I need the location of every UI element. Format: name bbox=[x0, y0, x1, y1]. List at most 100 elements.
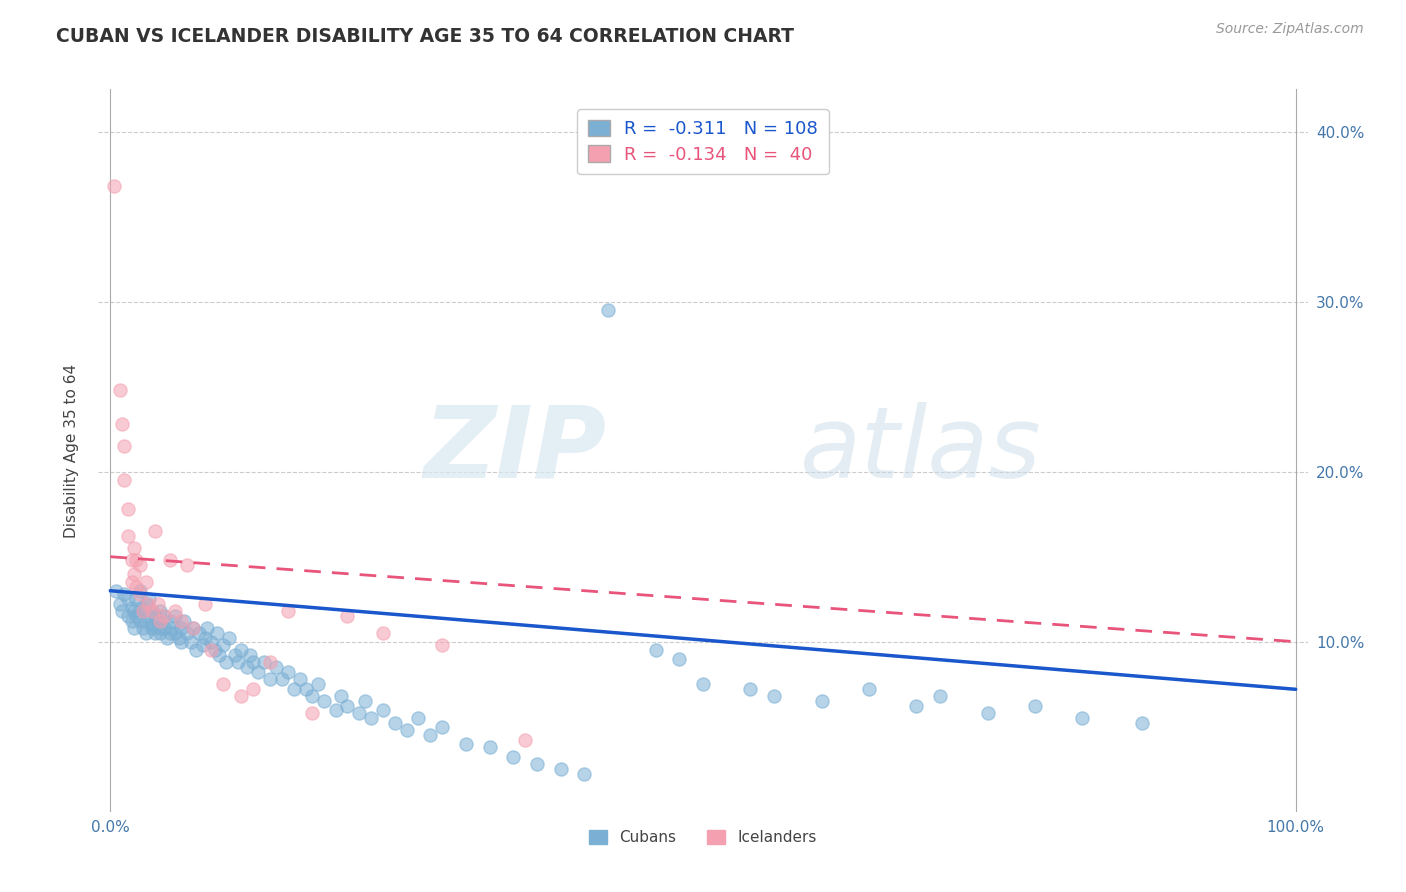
Point bbox=[141, 621, 163, 635]
Point bbox=[191, 638, 214, 652]
Point bbox=[235, 660, 257, 674]
Point bbox=[502, 750, 524, 764]
Point bbox=[141, 617, 163, 632]
Point bbox=[360, 711, 382, 725]
Point bbox=[152, 621, 174, 635]
Point bbox=[295, 682, 318, 697]
Point bbox=[301, 706, 323, 720]
Point bbox=[170, 615, 193, 629]
Point bbox=[229, 689, 252, 703]
Point bbox=[905, 699, 928, 714]
Point bbox=[122, 541, 145, 556]
Point bbox=[105, 583, 128, 598]
Point bbox=[129, 583, 152, 598]
Point bbox=[810, 694, 832, 708]
Point bbox=[143, 609, 166, 624]
Point bbox=[325, 703, 347, 717]
Point bbox=[114, 473, 136, 487]
Point bbox=[135, 597, 157, 611]
Point bbox=[301, 689, 323, 703]
Point bbox=[122, 604, 145, 618]
Point bbox=[371, 626, 394, 640]
Point bbox=[159, 553, 181, 567]
Point bbox=[136, 609, 159, 624]
Point bbox=[146, 621, 169, 635]
Point bbox=[307, 677, 329, 691]
Point bbox=[371, 703, 394, 717]
Point bbox=[197, 621, 219, 635]
Point bbox=[132, 604, 155, 618]
Point bbox=[644, 643, 666, 657]
Point bbox=[384, 716, 406, 731]
Point bbox=[141, 604, 163, 618]
Point bbox=[242, 682, 264, 697]
Point bbox=[149, 615, 172, 629]
Point bbox=[125, 553, 148, 567]
Point bbox=[929, 689, 952, 703]
Point bbox=[212, 677, 235, 691]
Point bbox=[259, 655, 281, 669]
Point bbox=[226, 655, 249, 669]
Point bbox=[515, 733, 537, 747]
Point bbox=[108, 383, 131, 397]
Point bbox=[121, 553, 143, 567]
Point bbox=[129, 615, 152, 629]
Point bbox=[271, 672, 294, 686]
Point bbox=[117, 609, 139, 624]
Text: Source: ZipAtlas.com: Source: ZipAtlas.com bbox=[1216, 22, 1364, 37]
Point bbox=[149, 626, 172, 640]
Point bbox=[121, 600, 143, 615]
Point bbox=[181, 621, 204, 635]
Point bbox=[159, 626, 181, 640]
Point bbox=[200, 634, 222, 648]
Point bbox=[395, 723, 418, 738]
Point bbox=[111, 417, 134, 431]
Point bbox=[103, 179, 125, 194]
Point bbox=[135, 615, 157, 629]
Point bbox=[159, 615, 181, 629]
Point bbox=[149, 604, 172, 618]
Point bbox=[1024, 699, 1046, 714]
Point bbox=[129, 587, 152, 601]
Point bbox=[165, 609, 187, 624]
Text: CUBAN VS ICELANDER DISABILITY AGE 35 TO 64 CORRELATION CHART: CUBAN VS ICELANDER DISABILITY AGE 35 TO … bbox=[56, 27, 794, 45]
Point bbox=[129, 600, 152, 615]
Point bbox=[432, 638, 454, 652]
Point bbox=[408, 711, 430, 725]
Point bbox=[212, 638, 235, 652]
Point bbox=[598, 303, 620, 318]
Point bbox=[176, 558, 198, 573]
Point bbox=[330, 689, 353, 703]
Point bbox=[152, 609, 174, 624]
Point bbox=[288, 672, 311, 686]
Point bbox=[135, 575, 157, 590]
Point bbox=[160, 621, 183, 635]
Point bbox=[526, 757, 548, 772]
Point bbox=[156, 632, 179, 646]
Point bbox=[763, 689, 786, 703]
Point bbox=[259, 672, 281, 686]
Point bbox=[165, 626, 187, 640]
Point bbox=[136, 597, 159, 611]
Point bbox=[181, 621, 204, 635]
Point bbox=[242, 655, 264, 669]
Point bbox=[173, 615, 195, 629]
Point bbox=[200, 643, 222, 657]
Point bbox=[229, 643, 252, 657]
Point bbox=[121, 615, 143, 629]
Point bbox=[117, 529, 139, 543]
Point bbox=[165, 604, 187, 618]
Point bbox=[1130, 716, 1153, 731]
Point bbox=[132, 604, 155, 618]
Point bbox=[114, 587, 136, 601]
Point bbox=[277, 604, 299, 618]
Point bbox=[125, 580, 148, 594]
Point bbox=[125, 609, 148, 624]
Y-axis label: Disability Age 35 to 64: Disability Age 35 to 64 bbox=[65, 363, 79, 538]
Point bbox=[129, 558, 152, 573]
Point bbox=[204, 643, 226, 657]
Point bbox=[354, 694, 377, 708]
Point bbox=[122, 621, 145, 635]
Point bbox=[117, 502, 139, 516]
Point bbox=[419, 728, 441, 742]
